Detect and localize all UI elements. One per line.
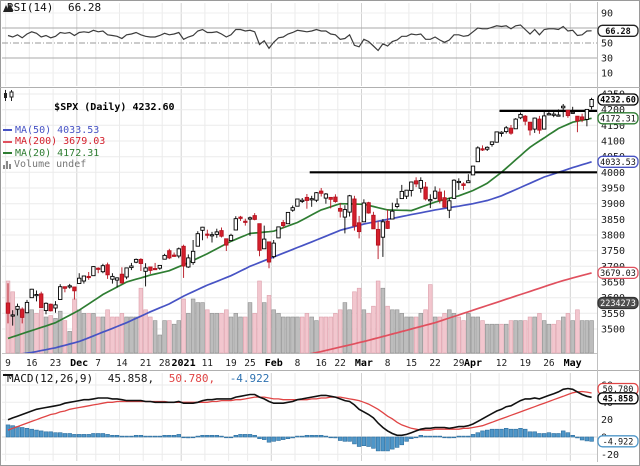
rsi-legend-value: 66.28	[67, 1, 102, 14]
rsi-line	[7, 24, 592, 52]
ma200-dash	[3, 140, 12, 143]
ma200-line	[310, 272, 592, 353]
candlestick-icon	[3, 90, 51, 125]
svg-text:Apr: Apr	[464, 358, 482, 369]
svg-text:4033.53: 4033.53	[600, 158, 636, 168]
svg-text:9: 9	[5, 358, 11, 369]
svg-text:-20: -20	[601, 450, 619, 461]
svg-text:26: 26	[543, 358, 555, 369]
svg-text:50: 50	[601, 39, 613, 50]
svg-text:3800: 3800	[601, 230, 625, 241]
volume-legend: Volume undef	[14, 159, 87, 170]
volume-bars	[5, 280, 594, 354]
ma20-legend: MA(20) 4172.31	[15, 147, 100, 159]
svg-text:25: 25	[244, 358, 255, 369]
ma200-legend: MA(200) 3679.03	[15, 136, 106, 147]
svg-text:3750: 3750	[601, 246, 625, 257]
symbol-legend: $SPX (Daily) 4232.60	[54, 101, 175, 113]
svg-text:May: May	[564, 358, 582, 369]
svg-text:15: 15	[406, 358, 417, 369]
svg-text:4200: 4200	[601, 105, 625, 116]
svg-text:-4.922: -4.922	[603, 437, 634, 447]
ma50-line	[21, 160, 592, 353]
svg-text:Dec: Dec	[70, 358, 88, 369]
svg-text:4150: 4150	[601, 121, 625, 132]
svg-text:8: 8	[295, 358, 301, 369]
svg-text:20: 20	[601, 415, 613, 426]
value-box-4232.60	[597, 93, 639, 106]
svg-text:3900: 3900	[601, 199, 625, 210]
svg-text:3850: 3850	[601, 215, 625, 226]
svg-text:50.780: 50.780	[603, 385, 634, 395]
macd-line	[7, 387, 592, 437]
macd-histogram	[5, 424, 594, 452]
svg-text:19: 19	[519, 358, 531, 369]
value-box-66.28	[597, 24, 639, 37]
svg-text:23: 23	[50, 358, 61, 369]
svg-text:7: 7	[95, 358, 101, 369]
svg-text:3500: 3500	[601, 324, 625, 335]
value-box-4033.53	[597, 155, 639, 168]
svg-text:4100: 4100	[601, 136, 625, 147]
svg-text:16: 16	[315, 358, 327, 369]
moving-averages	[7, 117, 592, 353]
svg-text:2234273: 2234273	[600, 299, 636, 309]
macd-signal-value: 50.780,	[168, 372, 216, 385]
svg-text:3550: 3550	[601, 309, 625, 320]
ma50-dash	[3, 129, 12, 132]
macd-value: 45.858,	[107, 372, 155, 385]
svg-text:22: 22	[334, 358, 345, 369]
svg-text:11: 11	[202, 358, 214, 369]
svg-text:16: 16	[26, 358, 38, 369]
svg-text:66.28: 66.28	[605, 27, 631, 37]
macd-legend-label: MACD(12,26,9)	[7, 372, 94, 385]
value-box--4.922	[597, 435, 639, 448]
svg-text:8: 8	[385, 358, 391, 369]
volume-icon	[3, 160, 11, 169]
rsi-legend-label: RSI(14)	[7, 1, 54, 14]
svg-text:45.858: 45.858	[603, 394, 634, 404]
rsi-legend: RSI(14) 66.28	[3, 2, 101, 14]
svg-text:4172.31: 4172.31	[600, 114, 636, 124]
svg-text:4000: 4000	[601, 168, 625, 179]
svg-text:30: 30	[601, 54, 613, 65]
ma20-dash	[3, 152, 12, 155]
svg-text:90: 90	[601, 9, 613, 20]
svg-text:28: 28	[159, 358, 171, 369]
candlestick-series	[5, 97, 594, 326]
svg-text:3950: 3950	[601, 183, 625, 194]
svg-text:14: 14	[116, 358, 128, 369]
svg-text:10: 10	[601, 69, 613, 80]
ma20-line	[7, 117, 592, 340]
svg-text:21: 21	[140, 358, 152, 369]
macd-hist-value: -4.922	[229, 372, 270, 385]
svg-text:2021: 2021	[172, 358, 196, 369]
value-box-3679.03	[597, 266, 639, 280]
trendlines	[309, 109, 597, 174]
value-box-45.858	[597, 392, 639, 405]
svg-text:19: 19	[225, 358, 237, 369]
value-box-2234273	[597, 296, 639, 310]
value-box-4172.31	[597, 112, 639, 125]
main-legend: $SPX (Daily) 4232.60 MA(50) 4033.53 MA(2…	[3, 90, 175, 171]
svg-text:22: 22	[429, 358, 440, 369]
svg-text:3679.03: 3679.03	[600, 269, 636, 279]
ma50-legend: MA(50) 4033.53	[15, 124, 100, 136]
svg-text:Mar: Mar	[355, 358, 373, 369]
svg-text:12: 12	[496, 358, 507, 369]
svg-text:Feb: Feb	[265, 358, 283, 369]
svg-text:4232.60: 4232.60	[600, 95, 636, 105]
svg-text:29: 29	[453, 358, 465, 369]
svg-text:3650: 3650	[601, 277, 625, 288]
macd-legend: MACD(12,26,9) 45.858, 50.780, -4.922	[3, 373, 269, 385]
